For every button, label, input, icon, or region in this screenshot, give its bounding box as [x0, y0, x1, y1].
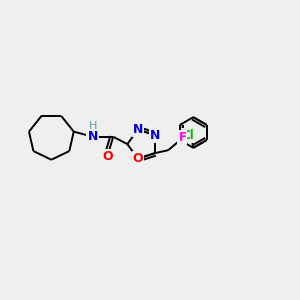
Text: N: N	[133, 123, 143, 136]
Text: Cl: Cl	[182, 129, 194, 142]
Text: F: F	[178, 131, 186, 144]
Text: N: N	[87, 130, 98, 143]
Text: O: O	[133, 152, 143, 165]
Text: H: H	[88, 121, 97, 130]
Text: N: N	[150, 129, 160, 142]
Text: O: O	[102, 150, 112, 163]
